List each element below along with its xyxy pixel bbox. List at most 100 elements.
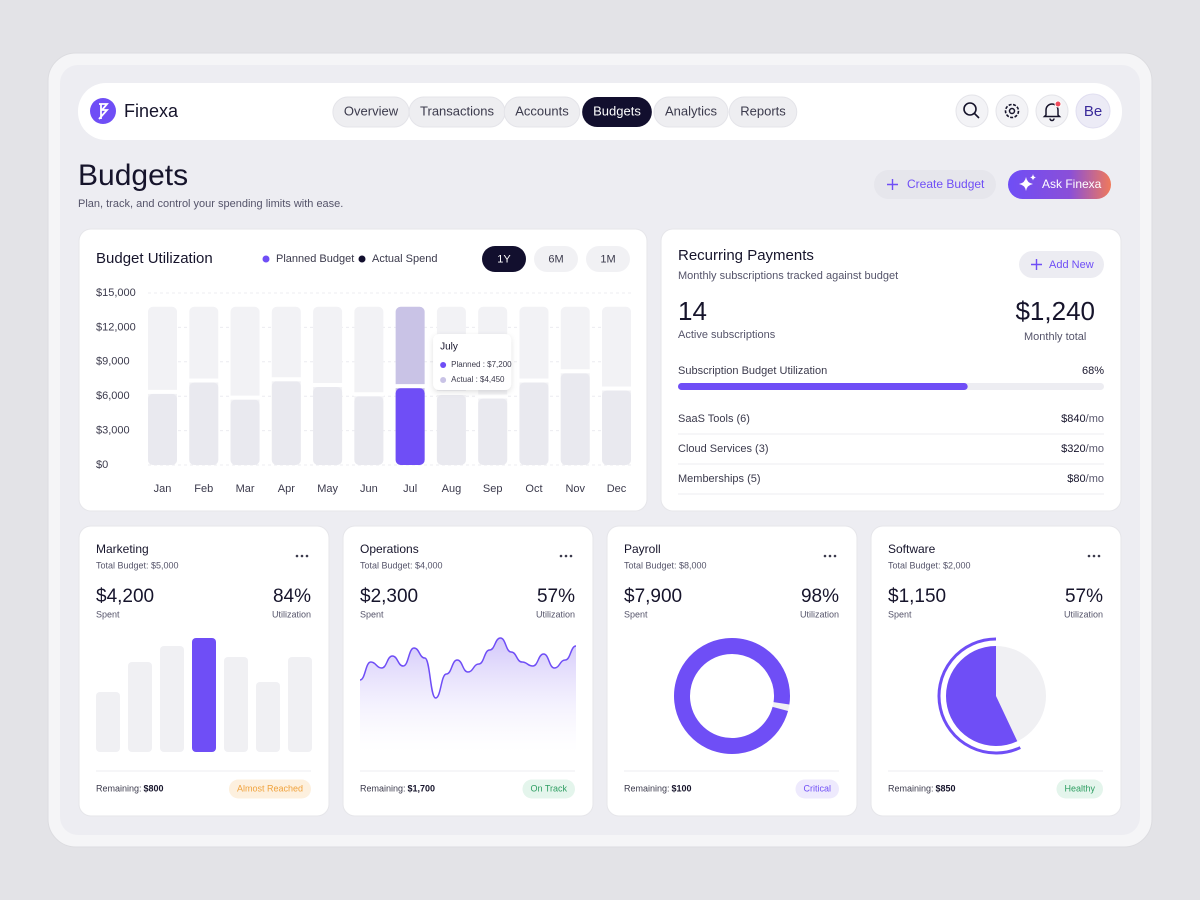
menu-dot <box>300 554 304 558</box>
y-tick-label: $0 <box>96 459 108 471</box>
range-label: 6M <box>548 253 563 265</box>
bar <box>230 399 260 465</box>
range-label: 1M <box>600 253 615 265</box>
nav-item[interactable] <box>653 96 729 128</box>
menu-dot[interactable] <box>295 554 299 558</box>
remaining-value: $100 <box>672 783 692 793</box>
legend-dot <box>358 255 366 263</box>
nav-label: Reports <box>740 103 786 118</box>
x-tick-label: Aug <box>442 483 462 495</box>
row-unit: /mo <box>1086 413 1104 425</box>
menu-dot[interactable] <box>823 554 827 558</box>
menu-dot <box>828 554 832 558</box>
create-budget-label: Create Budget <box>907 177 985 191</box>
menu-dot <box>833 554 837 558</box>
menu-dot[interactable] <box>559 554 563 558</box>
card-total: Total Budget: $2,000 <box>888 560 971 570</box>
range-toggle[interactable] <box>482 246 526 272</box>
avatar-initials: Be <box>1084 103 1102 120</box>
donut-arc <box>674 638 790 754</box>
create-budget-button[interactable] <box>874 170 996 199</box>
page-title: Budgets <box>78 159 188 192</box>
nav-item[interactable] <box>728 96 798 128</box>
progress-fill <box>678 383 968 390</box>
pie-slice <box>945 646 1018 747</box>
card-total: Total Budget: $5,000 <box>96 560 179 570</box>
remaining-value: $1,700 <box>408 783 436 793</box>
x-tick-label: May <box>317 483 338 495</box>
card-total: Total Budget: $8,000 <box>624 560 707 570</box>
plus-icon <box>1031 259 1042 270</box>
row-name: SaaS Tools (6) <box>678 413 750 425</box>
tooltip <box>433 334 512 390</box>
x-tick-label: Jul <box>403 483 417 495</box>
x-tick-label: Feb <box>194 483 213 495</box>
tooltip-item: Actual : $4,450 <box>451 375 505 384</box>
status-label: On Track <box>530 783 567 793</box>
remaining-label: Remaining: <box>96 783 142 793</box>
bar <box>189 382 219 465</box>
bar <box>96 692 120 752</box>
utilization-label: Utilization <box>536 609 575 619</box>
monthly-total: $1,240 <box>1015 296 1095 326</box>
menu-dot <box>305 554 309 558</box>
brand: Finexa <box>124 101 179 121</box>
legend-dot <box>262 255 270 263</box>
card-title: Recurring Payments <box>678 247 814 264</box>
card-subtitle: Monthly subscriptions tracked against bu… <box>678 270 898 282</box>
gear-icon <box>1004 103 1020 119</box>
bar <box>313 387 343 465</box>
spent-value: $4,200 <box>96 586 154 607</box>
area <box>360 638 576 752</box>
spent-value: $1,150 <box>888 586 946 607</box>
y-tick-label: $12,000 <box>96 321 136 333</box>
bar <box>436 395 466 465</box>
nav-item[interactable] <box>503 96 581 128</box>
bar <box>128 662 152 752</box>
avatar[interactable] <box>1075 93 1111 129</box>
add-new-button[interactable] <box>1019 251 1104 278</box>
status-label: Critical <box>803 783 831 793</box>
bar <box>192 638 216 752</box>
notification-dot <box>1054 100 1062 108</box>
legend-label: Actual Spend <box>372 253 437 265</box>
range-toggle[interactable] <box>534 246 578 272</box>
status-badge <box>522 779 575 799</box>
add-new-label: Add New <box>1049 259 1094 271</box>
settings-button[interactable] <box>995 94 1029 128</box>
menu-dot <box>569 554 573 558</box>
budget-card <box>606 525 858 817</box>
bar <box>478 398 508 465</box>
search-button[interactable] <box>955 94 989 128</box>
gear-icon <box>1008 107 1016 115</box>
utilization-value: 84% <box>273 586 311 607</box>
tooltip-dot <box>440 377 447 383</box>
menu-dot[interactable] <box>1087 554 1091 558</box>
nav-item[interactable] <box>582 97 652 127</box>
spent-label: Spent <box>888 609 912 619</box>
range-toggle[interactable] <box>586 246 630 272</box>
search-icon <box>963 102 977 116</box>
remaining-label: Remaining: <box>888 783 934 793</box>
search-icon <box>973 112 980 119</box>
y-tick-label: $9,000 <box>96 356 130 368</box>
remaining-value: $850 <box>936 783 956 793</box>
spent-value: $7,900 <box>624 586 682 607</box>
bar <box>271 381 301 465</box>
bar <box>560 373 590 465</box>
row-name: Cloud Services (3) <box>678 443 768 455</box>
count-label: Active subscriptions <box>678 329 776 341</box>
total-label: Monthly total <box>1024 331 1086 343</box>
spent-value: $2,300 <box>360 586 418 607</box>
x-tick-label: Apr <box>278 483 295 495</box>
x-tick-label: Nov <box>565 483 585 495</box>
x-tick-label: Jun <box>360 483 378 495</box>
spent-label: Spent <box>96 609 120 619</box>
utilization-value: 68% <box>1082 365 1104 377</box>
notifications-button[interactable] <box>1035 94 1069 128</box>
ask-label: Ask Finexa <box>1042 177 1102 191</box>
status-badge <box>1056 779 1103 799</box>
bar <box>354 396 384 465</box>
utilization-value: 57% <box>1065 586 1103 607</box>
